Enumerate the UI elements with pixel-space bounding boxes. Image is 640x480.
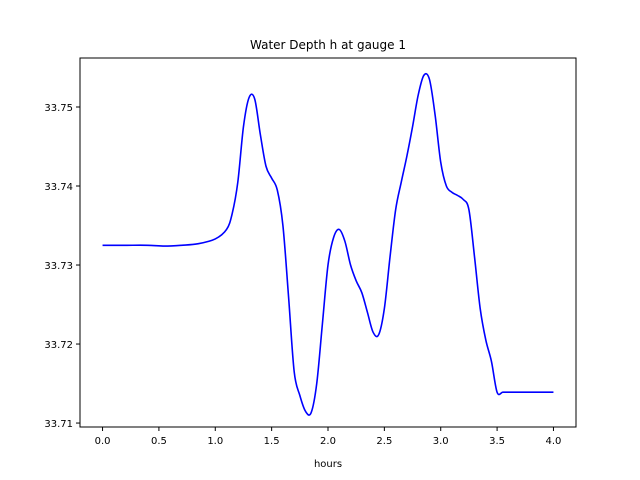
y-tick-label: 33.72 <box>44 340 73 351</box>
x-tick-label: 0.0 <box>95 436 111 447</box>
y-tick-label: 33.74 <box>44 182 73 193</box>
x-tick-label: 3.5 <box>489 436 505 447</box>
y-axis-ticks: 33.71 33.72 33.73 33.74 33.75 <box>44 103 80 430</box>
x-tick-label: 0.5 <box>151 436 167 447</box>
axes-frame <box>79 57 577 428</box>
y-tick-label: 33.73 <box>44 261 73 272</box>
y-tick-label: 33.71 <box>44 419 73 430</box>
chart-title: Water Depth h at gauge 1 <box>250 38 406 52</box>
x-tick-label: 1.5 <box>264 436 280 447</box>
x-axis-ticks: 0.0 0.5 1.0 1.5 2.0 2.5 3.0 3.5 4.0 <box>95 427 562 447</box>
x-axis-label: hours <box>314 459 342 470</box>
x-tick-label: 3.0 <box>433 436 449 447</box>
y-tick-label: 33.75 <box>44 103 73 114</box>
series-line <box>102 72 554 416</box>
x-tick-label: 4.0 <box>546 436 562 447</box>
x-tick-label: 1.0 <box>207 436 223 447</box>
x-tick-label: 2.5 <box>376 436 392 447</box>
x-tick-label: 2.0 <box>320 436 336 447</box>
plot-area <box>102 72 554 416</box>
